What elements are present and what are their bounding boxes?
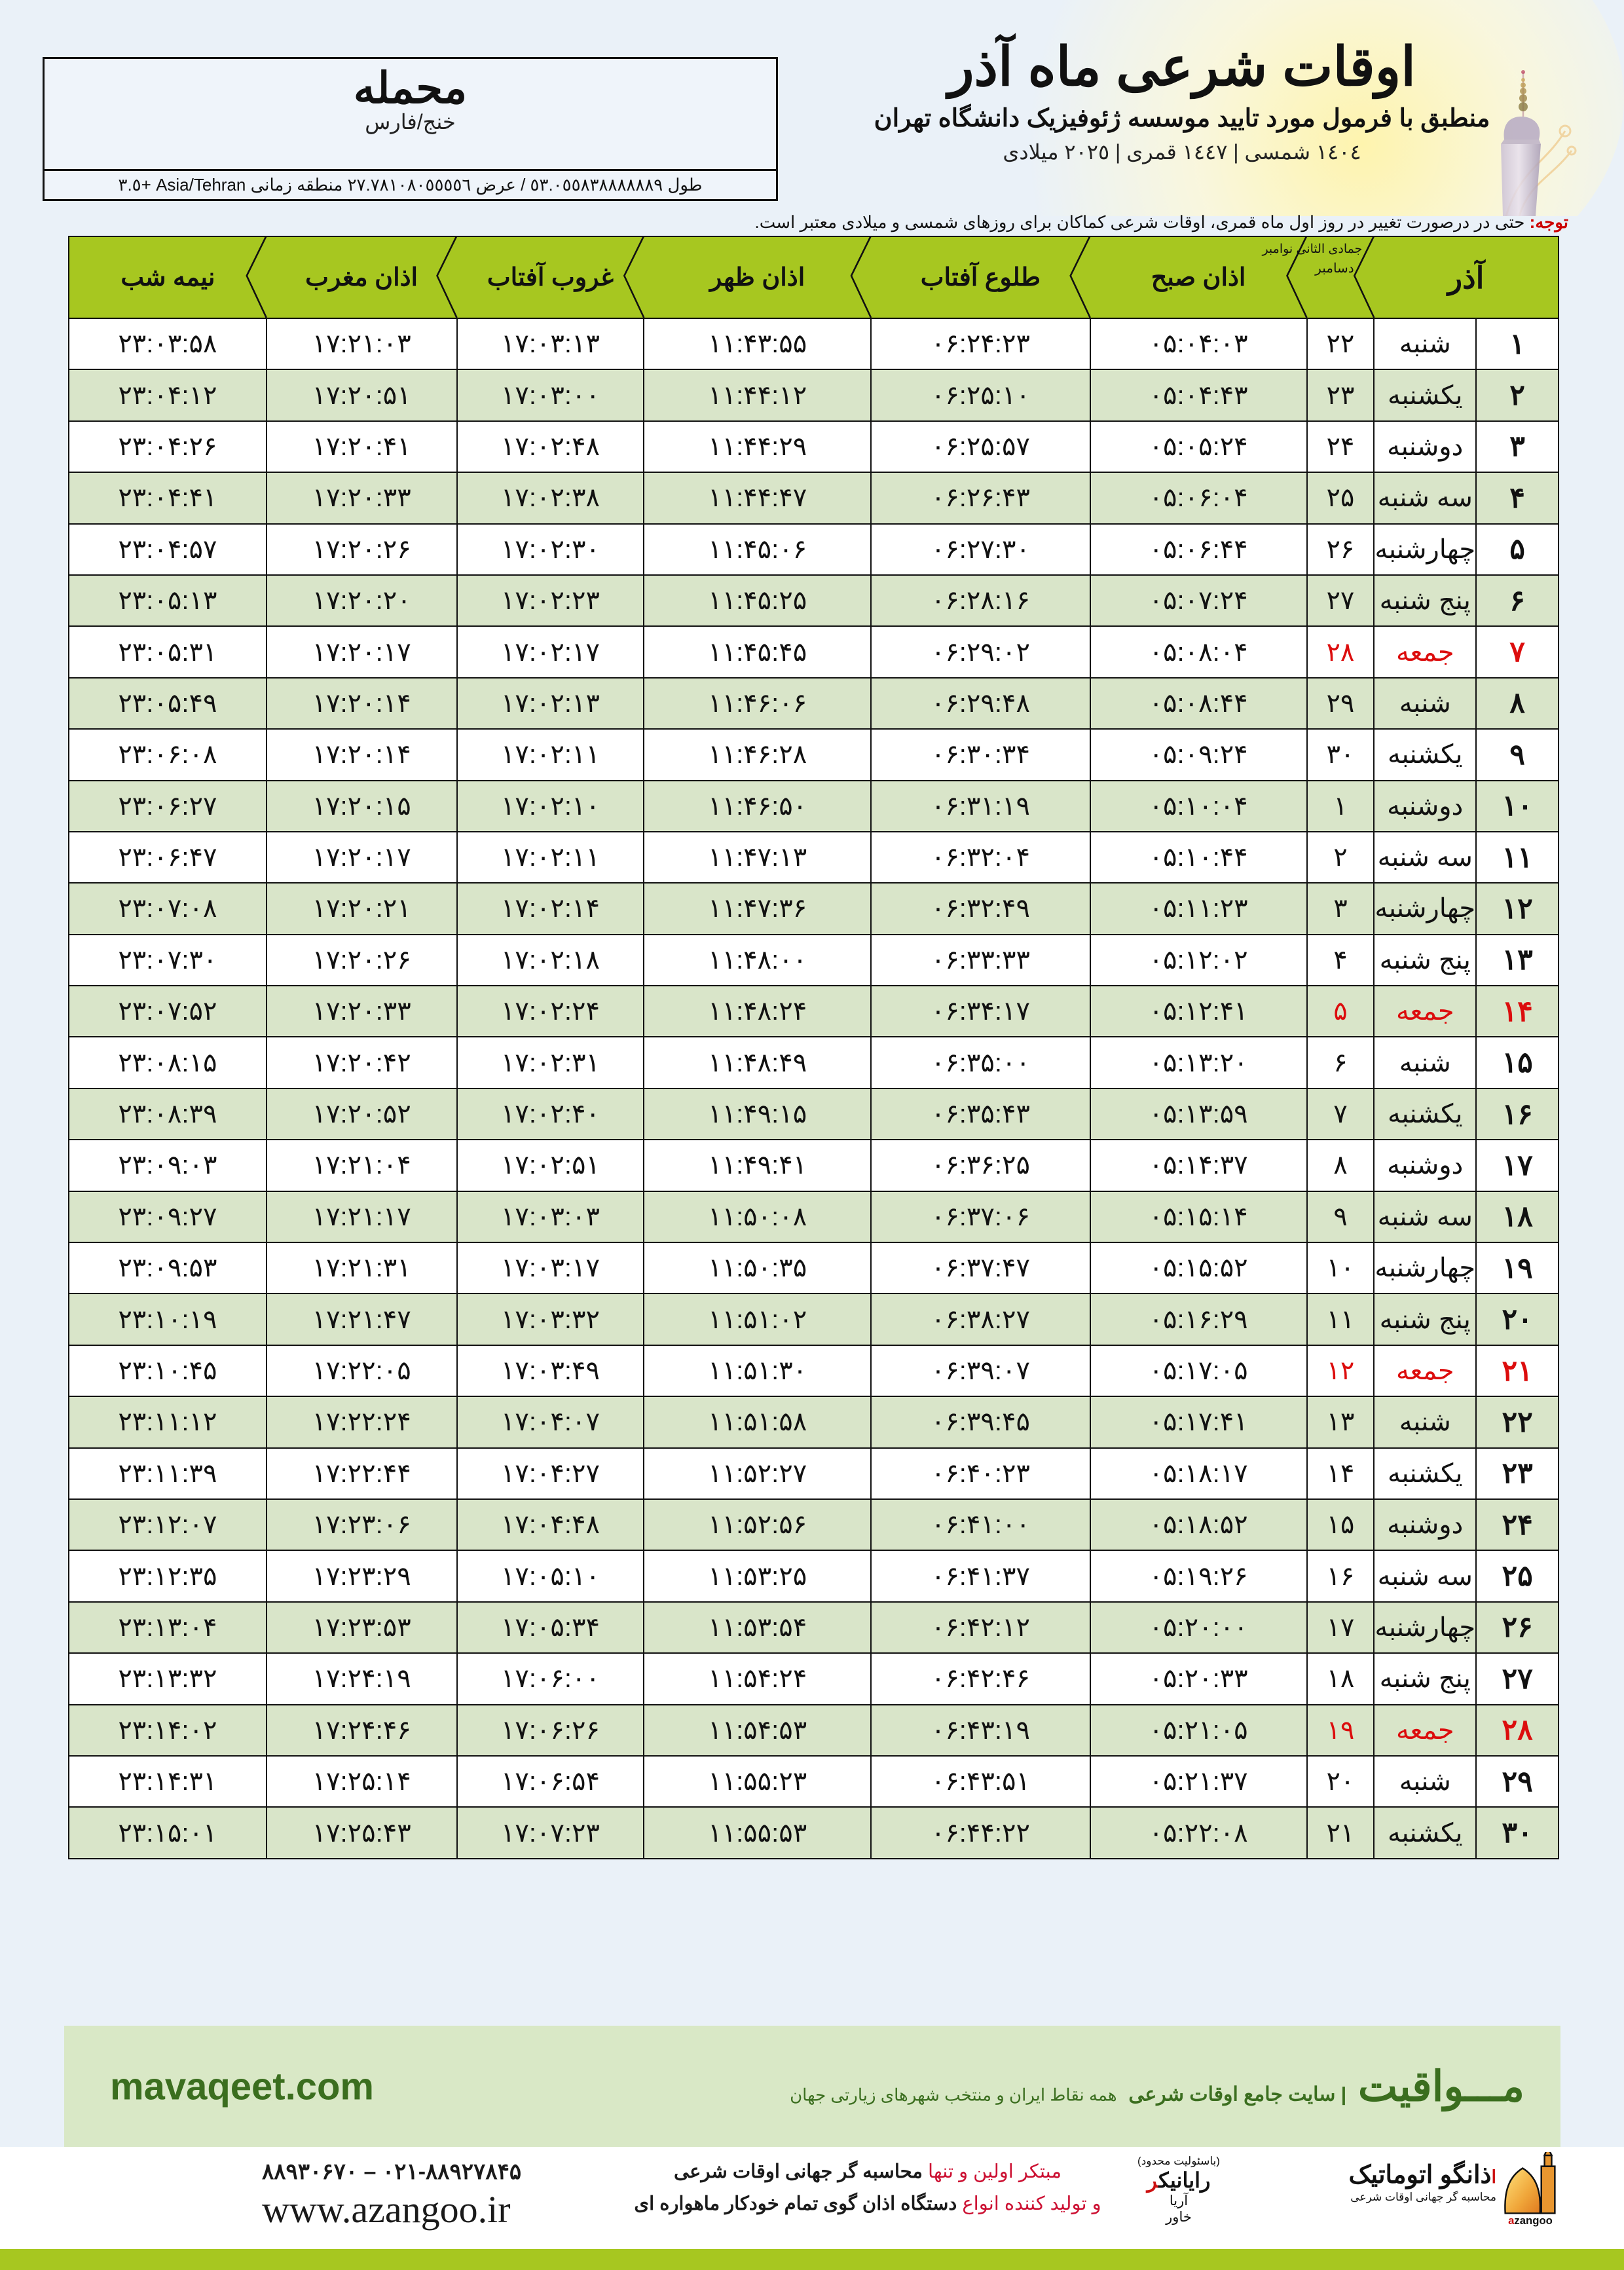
svg-text:azangoo: azangoo [1508, 2214, 1553, 2227]
